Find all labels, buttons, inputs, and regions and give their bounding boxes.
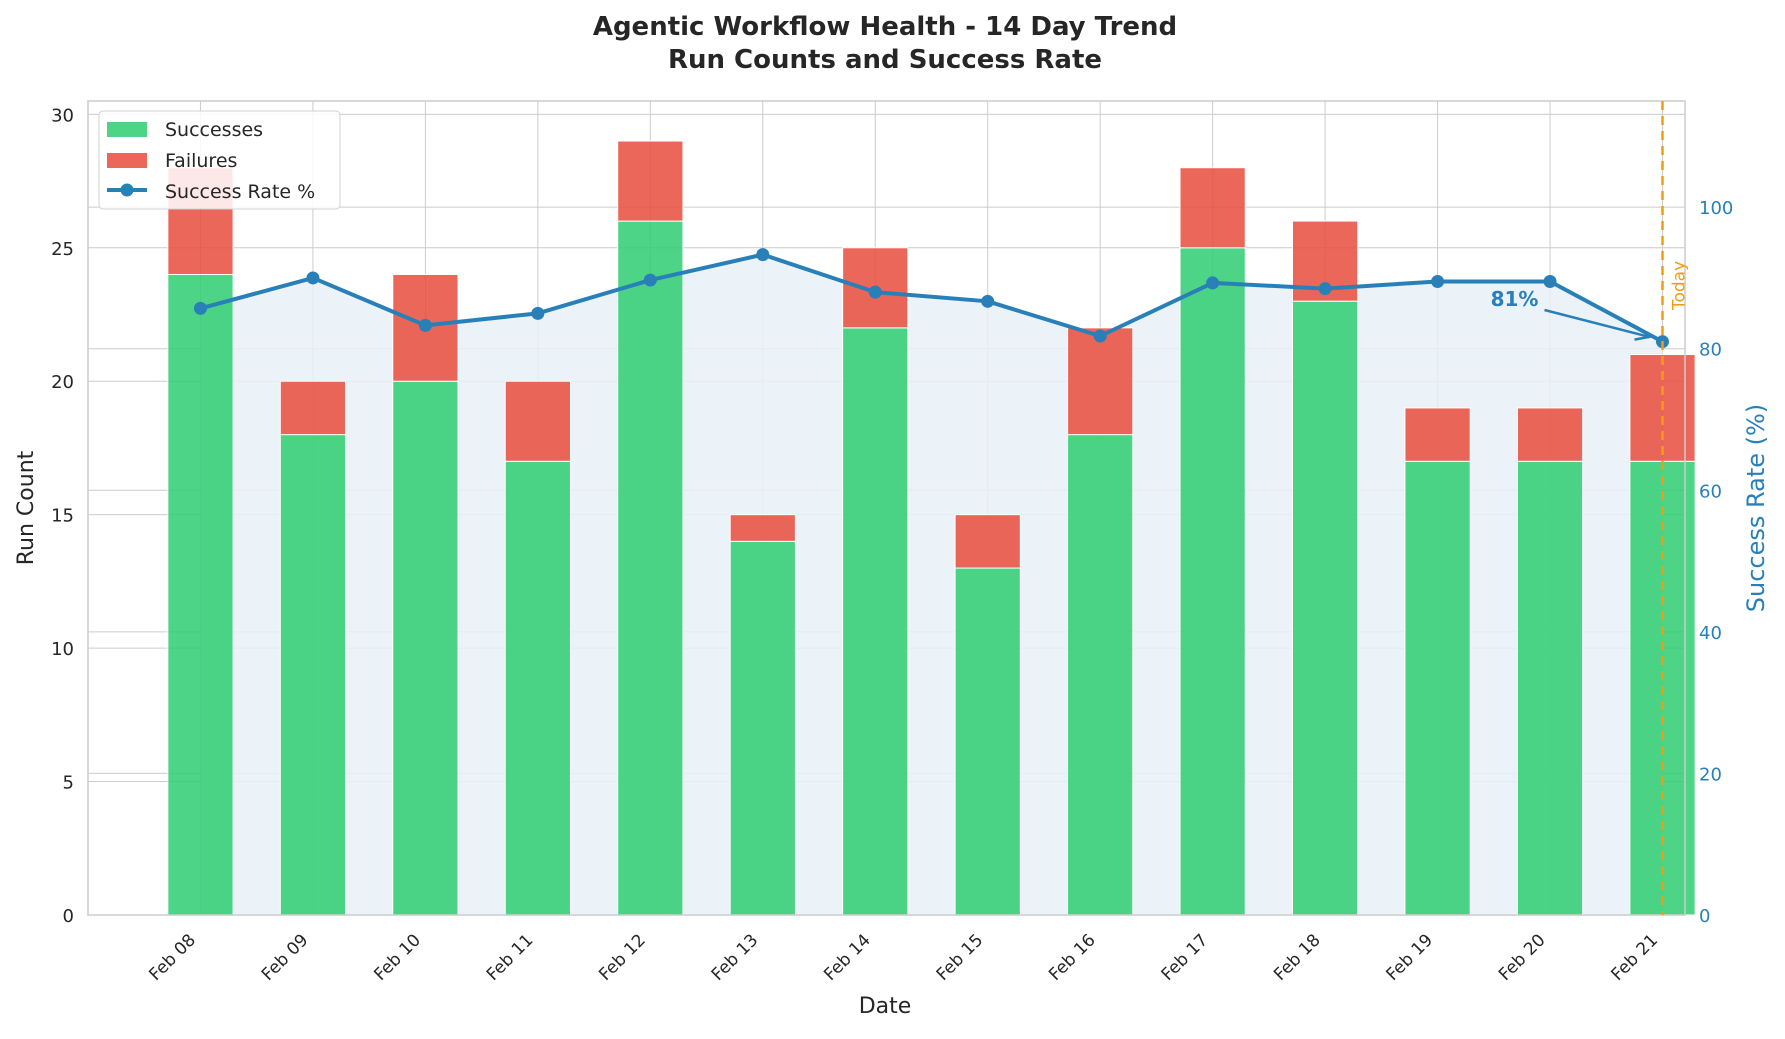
success-bar xyxy=(279,434,347,916)
y-tick-label: 20 xyxy=(51,372,74,393)
x-tick-label: Feb 09 xyxy=(258,930,313,985)
success-rate-point xyxy=(1318,282,1332,296)
success-rate-point xyxy=(981,294,995,308)
failure-bar xyxy=(504,380,571,462)
x-tick-label: Feb 16 xyxy=(1045,930,1100,985)
rate-annotation-label: 81% xyxy=(1491,287,1539,311)
success-rate-point xyxy=(1206,276,1220,290)
success-rate-point xyxy=(1431,274,1445,288)
x-tick-label: Feb 13 xyxy=(708,930,763,985)
success-bar xyxy=(392,380,459,916)
success-bar xyxy=(504,460,571,916)
y-tick-label: 0 xyxy=(63,906,74,927)
failure-bar xyxy=(1179,167,1246,249)
x-tick-label: Feb 12 xyxy=(595,930,650,985)
y-axis-label: Run Count xyxy=(14,450,39,565)
legend-swatch-rate-marker xyxy=(120,183,134,197)
success-rate-point xyxy=(1093,329,1107,343)
success-rate-point xyxy=(643,273,657,287)
success-rate-point xyxy=(193,301,207,315)
x-tick-label: Feb 17 xyxy=(1158,930,1213,985)
x-tick-label: Feb 08 xyxy=(145,930,200,985)
success-rate-point xyxy=(868,285,882,299)
success-bar xyxy=(1067,434,1134,916)
legend-box xyxy=(98,110,341,210)
failure-bar xyxy=(1067,327,1134,436)
success-bar xyxy=(1291,300,1359,916)
today-label: Today xyxy=(1670,261,1690,311)
success-rate-point xyxy=(306,271,320,285)
chart-subtitle: Run Counts and Success Rate xyxy=(668,45,1102,75)
y2-tick-label: 0 xyxy=(1699,906,1710,927)
legend-swatch-failures xyxy=(107,153,147,168)
success-bar xyxy=(729,540,796,916)
y-tick-label: 25 xyxy=(51,239,74,260)
y-tick-label: 10 xyxy=(51,639,74,660)
x-tick-label: Feb 21 xyxy=(1607,930,1662,985)
legend-swatch-successes xyxy=(107,122,147,137)
y2-tick-label: 100 xyxy=(1699,198,1733,219)
chart-title: Agentic Workflow Health - 14 Day Trend xyxy=(593,12,1177,42)
x-tick-label: Feb 19 xyxy=(1383,930,1438,985)
y-tick-label: 30 xyxy=(51,105,74,126)
success-rate-line xyxy=(199,252,1664,344)
success-rate-point xyxy=(531,306,545,320)
y2-tick-label: 20 xyxy=(1699,764,1722,785)
success-bar xyxy=(167,273,234,916)
x-tick-label: Feb 18 xyxy=(1270,930,1325,985)
success-bar xyxy=(617,220,684,916)
failure-bar xyxy=(279,380,347,436)
y2-axis-label: Success Rate (%) xyxy=(1742,404,1770,612)
failure-bar xyxy=(1516,407,1584,462)
rate-annotation-arrowhead xyxy=(1634,325,1652,341)
failure-bar xyxy=(1404,407,1471,462)
legend-label-rate: Success Rate % xyxy=(165,181,315,203)
y2-tick-label: 40 xyxy=(1699,623,1722,644)
success-rate-point xyxy=(1543,274,1557,288)
success-bar xyxy=(1179,247,1246,916)
x-tick-label: Feb 10 xyxy=(370,930,425,985)
failure-bar xyxy=(954,514,1021,569)
y-tick-label: 5 xyxy=(63,773,74,794)
x-tick-label: Feb 11 xyxy=(483,930,538,985)
y2-tick-label: 80 xyxy=(1699,340,1722,361)
success-bar xyxy=(842,327,909,916)
rate-line-layer xyxy=(193,248,1670,349)
legend-label-failures: Failures xyxy=(165,150,237,172)
plot-frame xyxy=(87,100,1686,916)
success-bar xyxy=(1404,460,1471,916)
x-tick-label: Feb 15 xyxy=(933,930,988,985)
success-bar xyxy=(1516,460,1584,916)
x-tick-label: Feb 20 xyxy=(1495,930,1550,985)
legend-label-successes: Successes xyxy=(165,119,263,141)
legend: Successes Failures Success Rate % xyxy=(98,110,341,210)
failure-bar xyxy=(729,514,796,542)
success-rate-point xyxy=(756,248,770,262)
y-tick-label: 15 xyxy=(51,506,74,527)
success-rate-point xyxy=(418,318,432,332)
y2-tick-label: 60 xyxy=(1699,481,1722,502)
success-bar xyxy=(954,567,1021,916)
rate-annotation-arrow xyxy=(1544,308,1649,338)
annotation-layer: Today 81% xyxy=(1491,101,1690,915)
failure-bar xyxy=(617,140,684,222)
x-tick-label: Feb 14 xyxy=(820,930,875,985)
x-axis-label: Date xyxy=(859,994,912,1019)
